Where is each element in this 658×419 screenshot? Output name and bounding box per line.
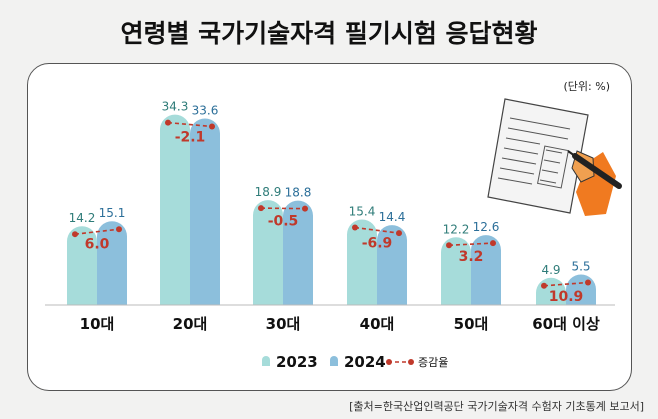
document-line-1	[507, 127, 569, 140]
checklist-hand-pen-icon	[487, 98, 622, 216]
bar-2023-2	[253, 200, 283, 305]
change-dot-end-3	[396, 230, 402, 237]
bar-2023-4	[441, 237, 471, 305]
pen	[572, 153, 622, 189]
change-dot-start-3	[352, 224, 358, 231]
change-dot-end-0	[116, 226, 122, 233]
value-label-2023-4: 12.2	[443, 222, 470, 236]
value-label-2024-0: 15.1	[99, 206, 126, 220]
category-label-2: 30대	[266, 315, 301, 333]
document-line-4	[501, 157, 537, 165]
legend-swatch-2023	[262, 356, 270, 366]
chart-title: 연령별 국가기술자격 필기시험 응답현황	[120, 19, 538, 48]
value-label-2023-2: 18.9	[255, 185, 282, 199]
document-line-3	[503, 147, 539, 155]
value-label-2023-5: 4.9	[541, 263, 560, 277]
change-dot-start-2	[258, 205, 264, 212]
change-label-0: 6.0	[85, 237, 110, 253]
change-line-4	[448, 242, 494, 247]
value-label-2024-3: 14.4	[379, 210, 406, 224]
bar-2024-3	[377, 225, 407, 305]
document-line-5	[499, 167, 535, 175]
bar-2023-3	[347, 219, 377, 305]
value-label-2023-3: 15.4	[349, 205, 376, 219]
bar-2024-1	[190, 118, 220, 305]
category-label-1: 20대	[173, 315, 208, 333]
legend-dot-change-b	[408, 359, 414, 365]
legend-label-change: 증감율	[418, 356, 448, 369]
bar-2024-2	[283, 200, 313, 305]
category-label-0: 10대	[80, 315, 115, 333]
bar-2023-1	[160, 114, 190, 305]
bar-2024-4	[471, 235, 501, 305]
category-label-5: 60대 이상	[532, 315, 600, 333]
change-label-4: 3.2	[459, 249, 484, 265]
change-dot-end-2	[302, 205, 308, 212]
category-label-3: 40대	[360, 315, 395, 333]
change-dot-start-0	[72, 231, 78, 238]
document-line-8	[543, 159, 561, 164]
legend-dot-change-a	[386, 359, 392, 365]
pen-tip	[567, 150, 576, 157]
legend-swatch-2024	[330, 356, 338, 366]
change-label-1: -2.1	[175, 130, 206, 146]
change-dot-start-1	[165, 119, 171, 126]
change-line-3	[354, 226, 400, 234]
document-line-10	[539, 179, 557, 184]
change-line-0	[74, 228, 120, 235]
value-label-2024-4: 12.6	[473, 220, 500, 234]
change-label-3: -6.9	[362, 235, 393, 251]
change-line-2	[260, 207, 306, 210]
value-label-2023-0: 14.2	[69, 211, 96, 225]
change-line-1	[167, 121, 213, 128]
change-label-2: -0.5	[268, 213, 299, 229]
value-label-2024-2: 18.8	[285, 186, 312, 200]
unit-note: (단위: %)	[563, 80, 610, 93]
document-line-6	[497, 177, 533, 185]
document-line-9	[541, 169, 559, 174]
legend-label-2023: 2023	[276, 353, 318, 371]
document-line-0	[509, 117, 571, 130]
document-line-2	[505, 137, 541, 145]
legend-label-2024: 2024	[344, 353, 386, 371]
change-line-5	[543, 281, 589, 287]
document-box	[537, 145, 569, 189]
change-label-5: 10.9	[549, 289, 584, 305]
change-dot-end-5	[585, 279, 591, 286]
change-dot-start-4	[446, 242, 452, 249]
value-label-2024-5: 5.5	[571, 259, 590, 273]
change-dot-start-5	[541, 282, 547, 289]
category-label-4: 50대	[454, 315, 489, 333]
bar-2024-0	[97, 221, 127, 305]
change-dot-end-4	[490, 240, 496, 247]
document-line-7	[545, 149, 563, 154]
bar-2023-0	[67, 226, 97, 305]
change-dot-end-1	[209, 123, 215, 130]
value-label-2023-1: 34.3	[162, 100, 189, 114]
value-label-2024-1: 33.6	[192, 104, 219, 118]
source-note: [출처=한국산업인력공단 국가기술자격 수험자 기초통계 보고서]	[349, 400, 644, 413]
